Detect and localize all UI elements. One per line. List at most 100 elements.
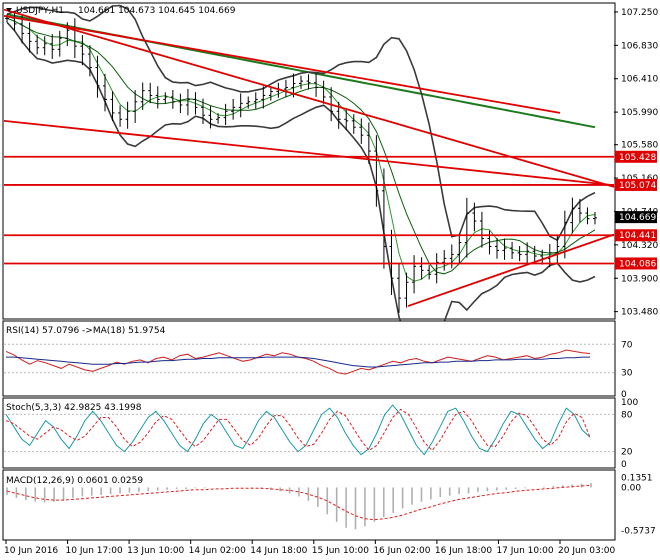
price-bar <box>253 92 258 109</box>
price-bar <box>593 212 597 225</box>
price-bar <box>42 36 47 56</box>
macd-tick-label: 0.1351 <box>621 473 653 483</box>
price-bar <box>577 198 582 223</box>
price-tick-label: 105.990 <box>621 108 658 118</box>
rsi-plot <box>5 349 591 375</box>
rsi-panel: 70 30 0 RSI(14) 57.0796 ->MA(18) 51.9754 <box>2 320 633 400</box>
price-bar <box>148 82 153 104</box>
price-level-badge <box>615 229 657 242</box>
price-bar <box>442 250 447 271</box>
price-bar <box>193 92 198 115</box>
price-bar <box>306 74 311 90</box>
time-tick-label: 10 Jun 17:00 <box>66 546 123 556</box>
macd-panel-frame <box>2 469 616 541</box>
price-axis: 107.250106.830106.410105.990105.580105.1… <box>614 8 658 318</box>
price-tick-label: 104.320 <box>621 241 658 251</box>
rsi-level-label: 70 <box>621 340 633 350</box>
price-bar <box>163 92 168 105</box>
price-bar <box>140 82 145 110</box>
stochastic-main-line <box>5 404 591 456</box>
macd-signal-line <box>6 484 592 521</box>
price-bar <box>510 241 515 260</box>
stochastic-level-label: 0 <box>621 460 627 470</box>
price-bar <box>283 79 288 97</box>
price-bar <box>412 255 417 294</box>
price-bar <box>170 90 175 109</box>
price-panel: 107.250106.830106.410105.990105.580105.1… <box>2 2 658 356</box>
macd-plot <box>6 482 592 530</box>
rsi-axis: 70 30 0 <box>621 340 633 400</box>
price-bar <box>351 114 356 134</box>
price-bar <box>321 80 326 104</box>
price-bar <box>118 105 123 127</box>
price-level-badge <box>615 211 657 224</box>
price-bar <box>125 101 130 129</box>
price-tick-label: 107.250 <box>621 8 658 18</box>
time-tick-label: 17 Jun 10:00 <box>496 546 553 556</box>
price-bar <box>434 253 439 284</box>
time-tick-label: 13 Jun 10:00 <box>127 546 184 556</box>
trendline-support <box>407 233 615 307</box>
rsi-level-label: 0 <box>621 390 627 400</box>
price-bar <box>110 91 115 121</box>
price-bar <box>231 98 236 120</box>
price-bar <box>525 242 530 264</box>
macd-tick-label: 0.00 <box>621 483 641 493</box>
price-level-badge <box>615 150 657 163</box>
price-bar <box>374 135 379 207</box>
price-bar <box>261 86 266 109</box>
price-bar <box>472 202 477 232</box>
stochastic-level-label: 20 <box>621 448 633 458</box>
price-bar <box>185 88 190 116</box>
stochastic-panel: 100 80 20 0 Stoch(5,3,3) 42.9825 43.1998 <box>2 397 638 470</box>
price-bar <box>495 238 499 259</box>
price-bar <box>246 96 251 109</box>
price-bar <box>517 245 522 262</box>
stochastic-label: Stoch(5,3,3) 42.9825 43.1998 <box>6 403 142 413</box>
price-bar <box>532 245 537 262</box>
price-bar <box>201 98 205 125</box>
price-panel-frame <box>2 2 616 320</box>
price-bar <box>404 272 409 308</box>
price-bar <box>208 106 213 129</box>
price-tick-label: 103.900 <box>621 274 658 284</box>
price-bar <box>155 86 160 109</box>
price-bar <box>35 34 40 55</box>
price-level-badge <box>615 178 657 191</box>
time-tick-label: 16 Jun 18:00 <box>435 546 492 556</box>
collapse-triangle-icon[interactable] <box>6 8 12 12</box>
price-plot <box>3 4 615 356</box>
price-tick-label: 106.830 <box>621 41 658 51</box>
time-tick-label: 14 Jun 18:00 <box>250 546 307 556</box>
price-bar <box>427 265 432 280</box>
price-bar <box>555 235 560 264</box>
price-bar <box>389 229 394 295</box>
price-bar <box>464 197 469 258</box>
stochastic-plot <box>5 404 591 456</box>
stochastic-panel-frame <box>2 397 616 469</box>
price-bar <box>216 113 221 124</box>
price-bar <box>268 86 273 101</box>
price-bar <box>314 73 319 97</box>
price-level-label: 105.428 <box>619 153 656 163</box>
stochastic-signal-line <box>5 408 591 452</box>
price-tick-label: 103.480 <box>621 308 658 318</box>
price-bar <box>95 55 100 98</box>
price-level-badge <box>615 257 657 270</box>
price-bar <box>103 73 107 112</box>
price-bar <box>87 45 92 77</box>
price-bar <box>419 257 424 280</box>
stochastic-level-label: 100 <box>621 398 638 408</box>
time-tick-label: 20 Jun 03:00 <box>558 546 615 556</box>
rsi-level-label: 30 <box>621 369 633 379</box>
price-bar <box>50 34 55 59</box>
macd-label: MACD(12,26,9) 0.0601 0.0259 <box>6 476 143 486</box>
price-bar <box>178 93 183 114</box>
time-tick-label: 15 Jun 10:00 <box>312 546 369 556</box>
price-bar <box>359 118 364 144</box>
price-bar <box>238 93 243 118</box>
stochastic-axis: 100 80 20 0 <box>621 398 638 470</box>
price-bar <box>397 263 401 313</box>
